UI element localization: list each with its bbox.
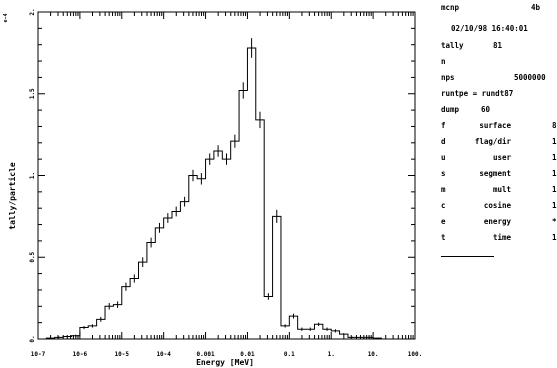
bin-value: 8: [552, 121, 557, 130]
y-tick-label: 0.: [29, 335, 36, 342]
bin-value: 1: [552, 153, 557, 162]
bin-key: e: [441, 217, 446, 226]
bin-name: surface: [479, 121, 511, 130]
bin-value: *: [552, 217, 557, 226]
panel-rule: [441, 256, 494, 257]
code-name: mcnp: [441, 3, 460, 12]
dump-label: dump: [441, 105, 460, 114]
y-axis-ticks: 0. 0.5 1. 1.5 2.: [29, 8, 415, 343]
bin-name: user: [492, 153, 511, 162]
bin-key: c: [441, 201, 446, 210]
particle-type: n: [441, 57, 446, 66]
x-axis-label: Energy [MeV]: [196, 358, 254, 367]
bin-value: 1: [552, 201, 557, 210]
x-tick-label: 0.001: [197, 351, 215, 358]
bin-value: 1: [552, 169, 557, 178]
bin-name: flag/dir: [474, 137, 511, 146]
y-axis-multiplier: e-4: [3, 13, 9, 22]
run-datetime: 02/10/98 16:40:01: [451, 24, 528, 33]
tally-value: 81: [493, 41, 503, 50]
x-tick-label: 100.: [408, 351, 422, 358]
y-tick-label: 0.5: [29, 251, 36, 262]
bin-name: mult: [492, 185, 511, 194]
x-tick-label: 0.01: [240, 351, 255, 358]
error-bars: [50, 38, 378, 339]
bin-key: m: [441, 185, 446, 194]
nps-value: 5000000: [514, 73, 546, 82]
x-tick-label: 10-4: [156, 351, 171, 358]
x-tick-label: 1.: [328, 351, 335, 358]
plot-frame: [37, 11, 416, 340]
nps-label: nps: [441, 73, 455, 82]
histogram-line: [38, 47, 390, 340]
bin-key: s: [441, 169, 446, 178]
bin-value: 1: [552, 137, 557, 146]
bin-name: time: [492, 233, 511, 242]
x-axis-ticks: 10-7 10-6 10-5 10-4 0.001 0.01 0.1 1. 10. 100.: [31, 12, 422, 358]
bin-key: t: [441, 233, 446, 242]
bin-name: segment: [479, 169, 511, 178]
bin-name: energy: [483, 217, 511, 226]
bin-name: cosine: [483, 201, 511, 210]
tally-label: tally: [441, 41, 464, 50]
bin-key: d: [441, 137, 446, 146]
y-tick-label: 1.5: [29, 88, 36, 99]
x-tick-label: 10-6: [73, 351, 88, 358]
dump-value: 60: [481, 105, 491, 114]
y-tick-label: 2.: [29, 8, 36, 15]
bin-key: f: [441, 121, 446, 130]
x-tick-label: 0.1: [284, 351, 295, 358]
bin-value: 1: [552, 233, 557, 242]
bin-key: u: [441, 153, 446, 162]
y-axis-label: tally/particle: [7, 162, 17, 230]
run-info-panel: mcnp 4b 02/10/98 16:40:01 tally 81 n nps…: [441, 0, 557, 368]
runtpe-file: runtpe = rundt87: [441, 89, 514, 98]
x-tick-label: 10.: [368, 351, 379, 358]
y-tick-label: 1.: [29, 172, 36, 179]
x-tick-label: 10-7: [31, 351, 46, 358]
x-tick-label: 10-5: [115, 351, 130, 358]
code-version: 4b: [531, 3, 541, 12]
bin-value: 1: [552, 185, 557, 194]
tally-plot: 10-7 10-6 10-5 10-4 0.001 0.01 0.1 1. 10. 100. 0.…: [3, 8, 422, 367]
